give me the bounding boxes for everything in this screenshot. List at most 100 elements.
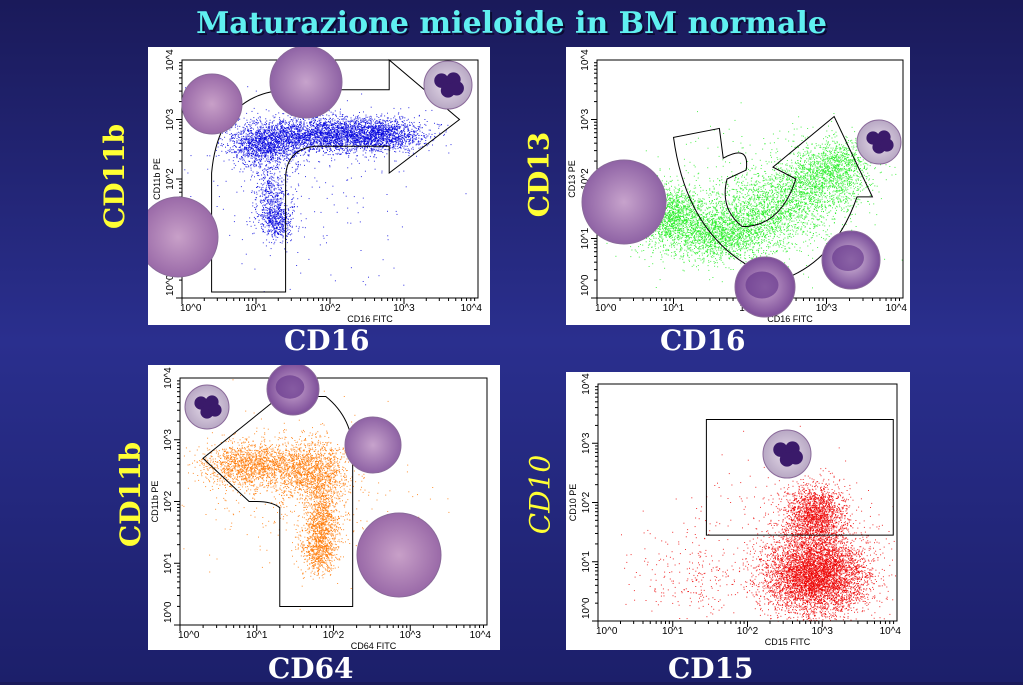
data-point [356, 132, 358, 133]
data-point [372, 140, 374, 142]
data-point [317, 136, 318, 138]
data-point [215, 149, 217, 151]
data-point [306, 145, 308, 147]
data-point [243, 154, 245, 156]
data-point [404, 125, 406, 127]
data-point [353, 141, 355, 143]
data-point [365, 123, 366, 125]
data-point [254, 142, 256, 144]
data-point [363, 120, 365, 122]
data-point [357, 136, 359, 138]
data-point [309, 134, 311, 136]
data-point [394, 115, 396, 117]
data-point [365, 119, 367, 121]
data-point [385, 125, 387, 127]
data-point [290, 139, 292, 141]
data-point [413, 137, 415, 139]
data-point [380, 135, 382, 137]
data-point [408, 144, 410, 146]
data-point [398, 135, 399, 137]
data-point [258, 158, 260, 160]
data-point [297, 150, 299, 152]
data-point [230, 137, 232, 139]
data-point [332, 120, 334, 122]
data-point [389, 129, 390, 131]
data-point [402, 124, 404, 126]
data-point [280, 133, 282, 134]
data-point [412, 123, 413, 125]
data-point [304, 135, 306, 136]
data-point [233, 133, 235, 135]
data-point [341, 123, 342, 124]
data-point [268, 124, 270, 126]
data-point [386, 131, 388, 133]
data-point [377, 135, 379, 137]
data-point [370, 126, 372, 127]
data-point [373, 124, 375, 126]
data-point [346, 149, 348, 151]
data-point [392, 135, 394, 137]
data-point [395, 143, 397, 145]
data-point [363, 137, 365, 139]
data-point [355, 122, 356, 124]
data-point [297, 140, 299, 142]
data-point [332, 137, 334, 139]
data-point [229, 149, 231, 151]
data-point [412, 133, 414, 135]
data-point [378, 139, 380, 141]
data-point [340, 153, 342, 155]
data-point [350, 129, 351, 131]
data-point [406, 145, 408, 147]
data-point [348, 136, 350, 137]
data-point [276, 147, 278, 149]
data-point [345, 144, 347, 146]
data-point [378, 128, 380, 130]
data-point [428, 129, 430, 131]
data-point [356, 134, 358, 136]
data-point [273, 133, 275, 135]
data-point [329, 134, 331, 136]
data-point [248, 147, 250, 149]
data-point [361, 141, 363, 143]
data-point [353, 140, 355, 142]
data-point [343, 127, 345, 129]
data-point [415, 131, 417, 133]
data-point [247, 156, 249, 158]
data-point [346, 128, 347, 130]
data-point [343, 131, 345, 133]
data-point [361, 128, 363, 130]
data-point [328, 110, 330, 112]
data-point [361, 119, 363, 121]
data-point [349, 130, 351, 132]
data-point [236, 157, 238, 159]
data-point [380, 140, 382, 142]
data-point [311, 120, 313, 122]
data-point [304, 137, 306, 139]
data-point [245, 147, 247, 149]
data-point [309, 143, 311, 145]
data-point [243, 129, 245, 131]
data-point [267, 150, 269, 152]
data-point [264, 129, 266, 131]
data-point [426, 136, 428, 138]
data-point [309, 142, 311, 144]
data-point [286, 130, 288, 132]
data-point [261, 148, 263, 149]
data-point [324, 118, 326, 120]
data-point [326, 132, 328, 134]
data-point [357, 128, 359, 130]
data-point [313, 119, 315, 121]
data-point [304, 135, 306, 137]
data-point [438, 125, 440, 127]
data-point [363, 143, 365, 145]
data-point [330, 149, 332, 151]
data-point [288, 138, 290, 140]
data-point [338, 144, 340, 146]
data-point [405, 135, 407, 137]
data-point [262, 152, 264, 154]
data-point [317, 136, 319, 138]
data-point [407, 127, 409, 129]
data-point [398, 127, 400, 129]
data-point [244, 129, 246, 131]
data-point [266, 149, 267, 151]
